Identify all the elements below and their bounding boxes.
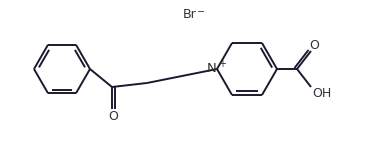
Text: N: N [206,62,216,76]
Text: OH: OH [312,87,332,100]
Text: Br: Br [183,8,197,21]
Text: +: + [218,59,226,69]
Text: −: − [197,7,205,17]
Text: O: O [108,111,118,124]
Text: O: O [309,38,319,51]
